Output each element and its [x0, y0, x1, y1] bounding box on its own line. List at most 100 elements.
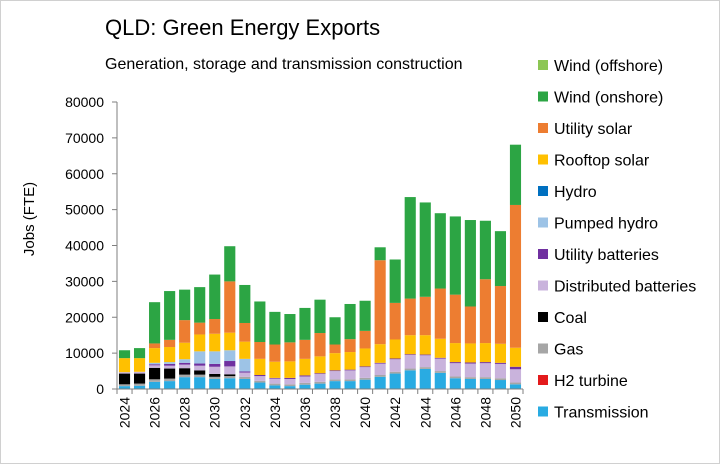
- bar-segment: [209, 366, 221, 374]
- bar-segment: [344, 369, 356, 371]
- bar-segment: [329, 371, 341, 380]
- y-tick-label: 30000: [65, 273, 104, 289]
- bar-segment: [224, 332, 236, 351]
- bar-segment: [389, 371, 401, 374]
- legend-swatch: [538, 249, 548, 259]
- legend-label: Distributed batteries: [554, 279, 696, 296]
- bar-segment: [209, 363, 221, 367]
- bar-segment: [329, 353, 341, 371]
- bar-segment: [479, 378, 491, 389]
- bar-segment: [269, 361, 281, 378]
- x-tick-label: 2030: [207, 397, 223, 428]
- legend-label: Gas: [554, 342, 583, 359]
- bar-segment: [359, 300, 371, 331]
- legend-swatch: [538, 91, 548, 102]
- bar-segment: [118, 386, 131, 389]
- bar-segment: [133, 348, 146, 359]
- bar-segment: [284, 377, 296, 379]
- legend-swatch: [538, 154, 548, 165]
- bar-segment: [344, 339, 356, 353]
- bar-segment: [389, 259, 401, 303]
- y-tick-label: 20000: [65, 309, 104, 325]
- bar-segment: [179, 364, 191, 369]
- legend-swatch: [538, 343, 548, 354]
- legend-label: Transmission: [554, 405, 649, 422]
- bar-segment: [179, 377, 191, 389]
- x-tick-label: 2032: [237, 397, 253, 428]
- bar-segment: [479, 343, 491, 363]
- bar-segment: [464, 377, 476, 379]
- bar-segment: [374, 260, 386, 345]
- bar-segment: [239, 376, 251, 379]
- bar-segment: [389, 302, 401, 340]
- bar-segment: [164, 365, 176, 369]
- bar-segment: [404, 354, 416, 355]
- y-tick-label: 0: [96, 381, 104, 397]
- legend-swatch: [538, 123, 548, 133]
- bar-segment: [179, 342, 191, 360]
- bar-segment: [494, 286, 507, 344]
- bar-segment: [209, 274, 221, 320]
- bar-segment: [269, 377, 281, 379]
- bar-segment: [179, 362, 191, 365]
- bar-segment: [464, 363, 476, 378]
- bar-segment: [359, 330, 371, 349]
- bar-segment: [419, 368, 431, 389]
- bar-segment: [164, 381, 176, 389]
- bar-segment: [284, 378, 296, 385]
- y-tick-label: 80000: [65, 94, 104, 110]
- bar-segment: [164, 362, 176, 364]
- bar-segment: [209, 376, 221, 379]
- bar-segment: [179, 368, 191, 375]
- bar-segment: [149, 343, 161, 349]
- bar-segment: [194, 287, 206, 323]
- bar-segment: [479, 220, 491, 280]
- bar-segment: [164, 291, 176, 340]
- bar-segment: [284, 361, 296, 378]
- legend-label: Wind (onshore): [554, 90, 663, 107]
- bar-segment: [404, 298, 416, 336]
- bar-segment: [239, 284, 251, 323]
- bar-segment: [269, 378, 281, 384]
- legend-label: H2 turbine: [554, 373, 628, 390]
- bar-segment: [299, 339, 311, 359]
- bar-segment: [464, 306, 476, 344]
- x-tick-label: 2046: [447, 397, 463, 428]
- bar-segment: [269, 385, 281, 389]
- bar-segment: [314, 383, 326, 389]
- bar-segment: [464, 378, 476, 389]
- bar-segment: [434, 338, 446, 358]
- bar-segment: [389, 339, 401, 359]
- bar-segment: [179, 359, 191, 363]
- bar-segment: [269, 383, 281, 386]
- bar-segment: [404, 368, 416, 371]
- chart-subtitle: Generation, storage and transmission con…: [105, 56, 463, 73]
- bar-segment: [133, 371, 146, 374]
- bar-segment: [344, 303, 356, 340]
- bar-segment: [149, 379, 161, 382]
- bar-segment: [254, 301, 266, 343]
- bar-segment: [389, 373, 401, 389]
- bar-segment: [149, 381, 161, 389]
- bar-segment: [224, 366, 236, 375]
- bar-segment: [179, 289, 191, 321]
- bar-segment: [164, 339, 176, 348]
- bar-segment: [434, 357, 446, 359]
- bar-segment: [149, 365, 161, 368]
- bar-segment: [494, 343, 507, 363]
- bar-segment: [149, 348, 161, 363]
- bar-segment: [509, 347, 522, 367]
- legend-swatch: [538, 217, 548, 228]
- bar-segment: [224, 361, 236, 367]
- x-tick-label: 2044: [417, 397, 433, 428]
- legend-swatch: [538, 186, 548, 196]
- bar-segment: [284, 386, 296, 389]
- bar-segment: [194, 374, 206, 378]
- x-tick-label: 2024: [117, 397, 133, 428]
- bar-segment: [118, 384, 131, 387]
- bar-segment: [194, 363, 206, 366]
- bar-segment: [224, 281, 236, 333]
- bar-segment: [434, 371, 446, 373]
- x-tick-label: 2040: [357, 397, 373, 428]
